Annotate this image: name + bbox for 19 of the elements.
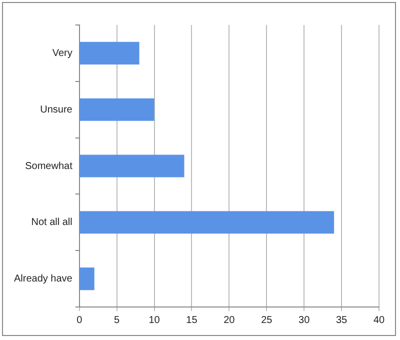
x-tick-label: 30: [298, 314, 310, 326]
x-tick-label: 0: [76, 314, 83, 326]
x-tick-label: 20: [224, 314, 236, 326]
bar: [80, 42, 140, 64]
y-tick-label: Not all all: [31, 217, 72, 228]
y-tick-label: Somewhat: [25, 160, 73, 172]
bar: [80, 268, 94, 290]
x-tick-label: 40: [373, 314, 385, 326]
y-tick-label: Already have: [14, 274, 73, 285]
x-tick-label: 15: [186, 314, 198, 326]
bar: [80, 154, 184, 178]
x-tick-label: 10: [148, 314, 160, 326]
x-tick-label: 35: [336, 314, 348, 326]
bar: [80, 98, 154, 121]
bar: [80, 211, 334, 234]
x-tick-label: 5: [114, 314, 120, 326]
x-tick-label: 25: [261, 314, 273, 326]
y-tick-label: Unsure: [40, 104, 73, 116]
y-tick-label: Very: [52, 48, 72, 59]
